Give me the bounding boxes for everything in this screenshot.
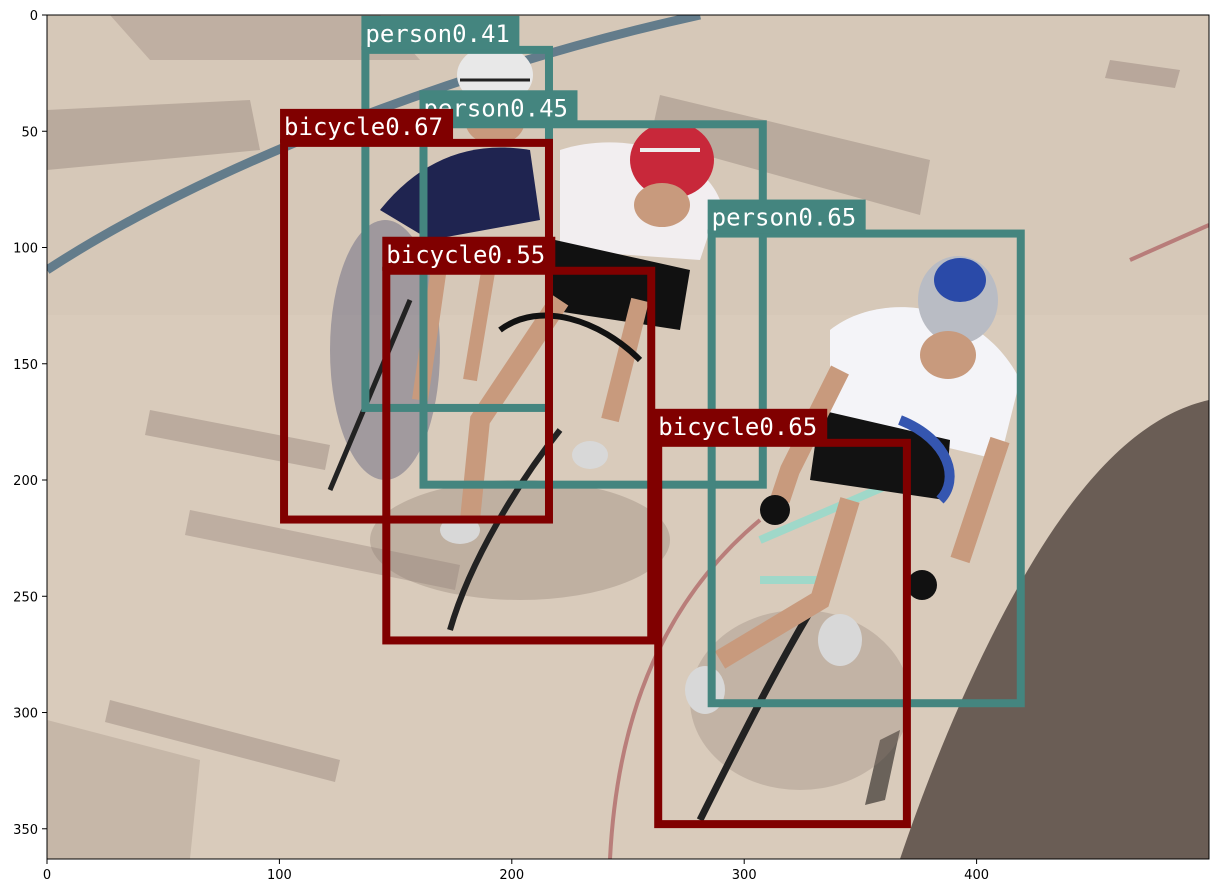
y-tick-label: 300 (13, 707, 38, 722)
person-label: person0.65 (712, 204, 857, 232)
person-detection: person0.45 (419, 90, 767, 489)
x-tick-label: 200 (499, 868, 524, 883)
y-tick-label: 200 (13, 474, 38, 489)
y-tick-label: 50 (21, 125, 38, 140)
x-tick-label: 0 (43, 868, 51, 883)
y-tick-label: 0 (30, 9, 38, 24)
bicycle-detection: bicycle0.67 (280, 108, 553, 524)
bicycle-label: bicycle0.67 (284, 113, 443, 141)
bicycle-detection: bicycle0.65 (654, 408, 911, 829)
rider-front (685, 256, 1020, 822)
x-tick-label: 100 (267, 868, 292, 883)
y-tick-label: 350 (13, 823, 38, 838)
person-detection: person0.65 (707, 199, 1025, 708)
y-tick-label: 150 (13, 358, 38, 373)
rider-middle (440, 122, 720, 631)
bicycle-detection: bicycle0.55 (382, 236, 656, 645)
bicycle-label: bicycle0.65 (658, 413, 817, 441)
bicycle-label-background (382, 236, 556, 271)
x-tick-label: 400 (964, 868, 989, 883)
cycling-track-photo (47, 15, 1209, 859)
y-axis-ticks: 0 50 100 150 200 250 300 350 (13, 9, 47, 838)
y-tick-label: 100 (13, 242, 38, 257)
axes-frame (46, 14, 1210, 860)
person-label-background (361, 15, 520, 50)
x-tick-label: 300 (732, 868, 757, 883)
y-tick-label: 250 (13, 590, 38, 605)
person-label: person0.41 (365, 20, 510, 48)
image-axes: 0 100 200 300 400 0 50 100 150 200 250 300 350 (13, 9, 1210, 883)
person-bounding-box (419, 120, 767, 489)
person-label-background (707, 199, 866, 234)
person-bounding-box (707, 229, 1025, 708)
bicycle-label-background (654, 408, 828, 443)
x-axis-ticks: 0 100 200 300 400 (43, 859, 989, 883)
bicycle-label: bicycle0.55 (386, 241, 545, 269)
bicycle-label-background (280, 108, 454, 143)
